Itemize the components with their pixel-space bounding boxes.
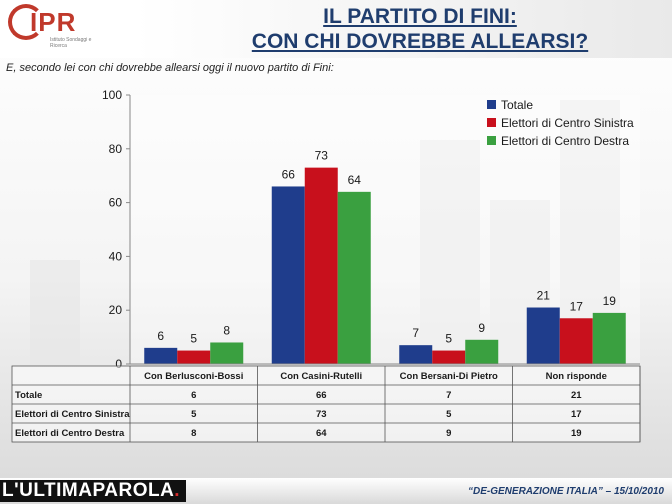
table-cell: 17 [571,409,582,420]
data-label: 21 [537,289,551,303]
bar [337,191,371,364]
brand-dot: . [174,480,181,501]
legend-item: Elettori di Centro Sinistra [487,116,634,130]
chart: 6 5 8 66 73 64 7 5 9 21 17 19 0 20 40 60 80 100 Totale El… [11,88,641,443]
title-line-1: IL PARTITO DI FINI: [323,5,517,28]
legend-label: Totale [501,98,533,112]
data-label: 9 [478,321,485,335]
table-cell: 6 [191,390,196,401]
data-label: 73 [315,149,329,163]
data-label: 8 [223,323,230,337]
table-cell: 9 [446,428,451,439]
table-cell: 19 [571,428,582,439]
data-label: 17 [570,299,584,313]
brand-logo: L'ULTIMAPAROLA. [0,480,187,502]
category-label: Con Casini-Rutelli [280,371,362,382]
y-tick-label: 60 [109,196,123,210]
table-cell: 5 [446,409,452,420]
axis-layer: 0 20 40 60 80 100 [102,88,640,371]
bar [432,350,466,364]
data-label: 66 [282,167,296,181]
ipr-logo: IPR Istituto Sondaggi e Ricerca [6,4,96,54]
bar [526,307,560,364]
data-table: Con Berlusconi-Bossi Con Casini-Rutelli Co… [11,365,641,443]
legend-swatch [487,118,496,127]
header-band [0,0,672,58]
table-cell: 5 [191,409,197,420]
category-label: Non risponde [546,371,607,382]
legend-label: Elettori di Centro Sinistra [501,116,634,130]
bar [210,342,244,364]
brand-part-2: PAROLA [92,480,175,501]
table-cell: 7 [446,390,451,401]
legend-swatch [487,100,496,109]
data-label: 5 [190,332,197,346]
legend: Totale Elettori di Centro Sinistra Elettor… [487,98,634,148]
bar [271,186,305,364]
data-label: 7 [412,326,419,340]
table-cell: 73 [316,409,327,420]
y-tick-label: 100 [102,88,122,102]
data-label: 6 [157,329,164,343]
y-tick-label: 0 [115,357,122,371]
data-label: 19 [603,294,617,308]
legend-item: Totale [487,98,533,112]
legend-swatch [487,136,496,145]
table-cell: 8 [191,428,196,439]
bar [592,312,626,364]
y-tick-label: 20 [109,303,123,317]
label-layer: 6 5 8 66 73 64 7 5 9 21 17 19 [157,149,616,346]
bar [465,339,499,364]
y-tick-label: 40 [109,249,123,263]
table-cell: 21 [571,390,582,401]
bar [177,350,211,364]
category-label: Con Berlusconi-Bossi [144,371,243,382]
footer-note: “DE-GENERAZIONE ITALIA” – 15/10/2010 [468,486,664,497]
table-row-label: Elettori di Centro Sinistra [15,409,130,420]
background-decoration [30,100,620,380]
table-row-label: Totale [15,390,42,401]
data-label: 64 [348,173,362,187]
data-label: 5 [445,332,452,346]
legend-label: Elettori di Centro Destra [501,134,629,148]
table-cell: 66 [316,390,327,401]
bar-layer [144,167,626,364]
title-line-2: CON CHI DOVREBBE ALLEARSI? [251,30,589,53]
table-row-label: Elettori di Centro Destra [15,428,125,439]
page-title: IL PARTITO DI FINI: CON CHI DOVREBBE ALL… [200,4,640,54]
brand-part-1: L'ULTIMA [2,480,93,501]
legend-item: Elettori di Centro Destra [487,134,629,148]
survey-question: E, secondo lei con chi dovrebbe allearsi… [6,62,334,74]
category-label: Con Bersani-Di Pietro [400,371,498,382]
logo-subtitle: Istituto Sondaggi e Ricerca [50,37,92,49]
y-tick-label: 80 [109,142,123,156]
bar [304,167,338,364]
bar [399,345,433,364]
bar [559,318,593,364]
logo-mark-icon [8,4,44,40]
bar [144,347,178,364]
logo-text: IPR [30,7,77,37]
table-cell: 64 [316,428,327,439]
